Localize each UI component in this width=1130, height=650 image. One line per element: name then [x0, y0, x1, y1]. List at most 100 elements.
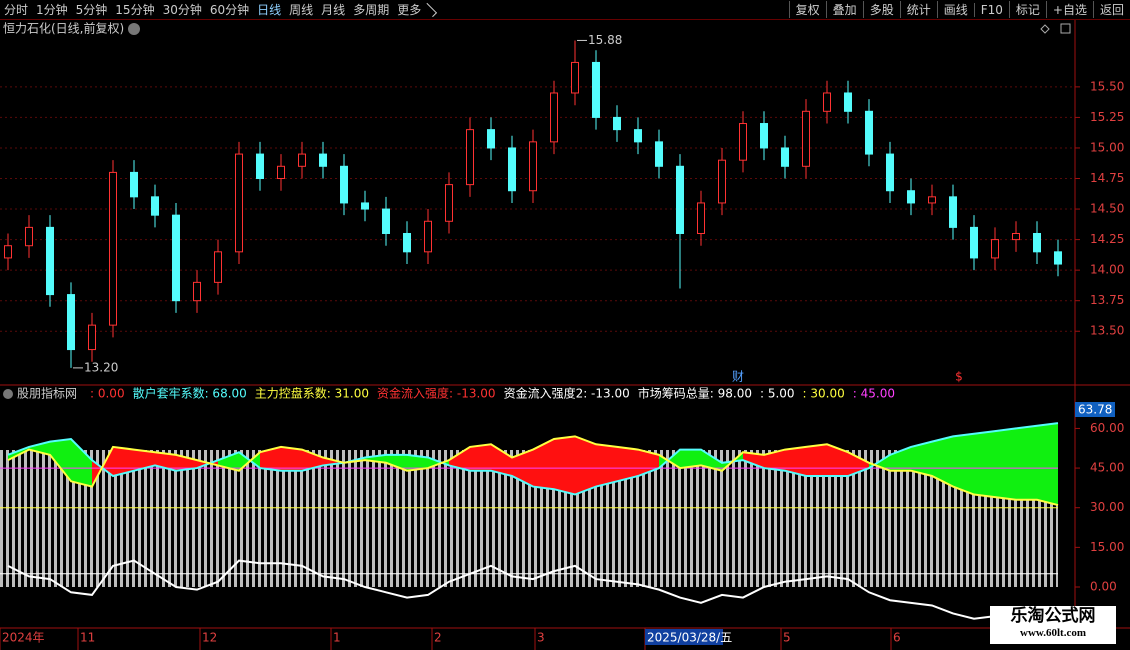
flow-fill — [848, 452, 869, 476]
period-tab[interactable]: 更多 — [397, 3, 422, 17]
y-tick-label: 14.75 — [1090, 171, 1124, 185]
candle-body — [655, 141, 663, 167]
indicator-line — [7, 435, 1059, 507]
x-tick-label: 3 — [537, 631, 545, 645]
candle-body — [550, 92, 558, 143]
period-tab[interactable]: 30分钟 — [162, 3, 202, 17]
flow-fill — [260, 446, 281, 471]
annotation-label: 13.20 — [84, 360, 118, 374]
candle-body — [508, 147, 516, 192]
candle-body — [256, 153, 264, 180]
legend-entry: : 5.00 — [760, 387, 795, 401]
candle-body — [571, 61, 579, 94]
period-tab[interactable]: 周线 — [289, 3, 314, 17]
y-tick-label: 14.00 — [1090, 263, 1124, 277]
candle-body — [25, 226, 33, 247]
watermark-url: www.60lt.com — [1020, 627, 1086, 639]
flow-fill — [806, 444, 827, 476]
y-tick-label: 13.50 — [1090, 324, 1124, 338]
y-tick-label: 0.00 — [1090, 580, 1117, 594]
y-tick-label: 14.50 — [1090, 202, 1124, 216]
candle-body — [424, 220, 432, 253]
candle-body — [445, 184, 453, 222]
action-button[interactable]: 叠加 — [825, 1, 863, 18]
flow-fill — [596, 444, 617, 487]
action-button[interactable]: 画线 — [936, 1, 974, 18]
legend-entry: : 45.00 — [853, 387, 895, 401]
legend-entry: 主力控盘系数: 31.00 — [255, 386, 369, 401]
period-tab[interactable]: 1分钟 — [36, 3, 68, 17]
y-tick-label: 13.75 — [1090, 293, 1124, 307]
candle-body — [172, 214, 180, 302]
action-button[interactable]: 标记 — [1008, 1, 1046, 18]
flow-fill — [386, 454, 407, 471]
flow-fill — [71, 439, 92, 487]
y-tick-label: 15.00 — [1090, 140, 1124, 154]
flow-fill — [470, 444, 491, 471]
period-tab[interactable]: 月线 — [321, 3, 346, 17]
watermark: 乐淘公式网 www.60lt.com — [990, 606, 1116, 644]
flow-fill — [701, 449, 722, 471]
candle-body — [949, 196, 957, 228]
indicator-title: 股朋指标网 — [17, 386, 77, 401]
period-tab[interactable]: 分时 — [4, 3, 29, 17]
action-buttons: 复权 叠加 多股 统计 画线 F10 标记 +自选 返回 — [788, 0, 1130, 19]
last-value-label: 63.78 — [1078, 403, 1112, 417]
candle-body — [676, 165, 684, 234]
flow-fill — [743, 452, 764, 469]
action-button[interactable]: 复权 — [788, 1, 826, 18]
candle-body — [1054, 251, 1062, 265]
period-tab[interactable]: 15分钟 — [115, 3, 155, 17]
candle-body — [214, 251, 222, 283]
x-tick-label: 2 — [434, 631, 442, 645]
period-tab[interactable]: 60分钟 — [209, 3, 250, 17]
candle-body — [130, 171, 138, 198]
main-title: 恒力石化(日线,前复权) — [3, 21, 124, 36]
candle-body — [487, 129, 495, 149]
candle-body — [613, 116, 621, 131]
indicator-menu-icon[interactable] — [3, 389, 13, 399]
diamond-icon[interactable] — [1040, 24, 1050, 34]
legend-entry: 资金流入强度: -13.00 — [377, 386, 496, 401]
candle-body — [466, 129, 474, 186]
flow-fill — [113, 446, 134, 476]
y-tick-label: 60.00 — [1090, 421, 1124, 435]
candle-body — [802, 110, 810, 167]
action-button[interactable]: +自选 — [1045, 1, 1093, 18]
flow-fill — [1037, 423, 1058, 506]
candle-body — [4, 245, 12, 259]
period-tab[interactable]: 多周期 — [353, 3, 390, 17]
flow-fill — [764, 449, 785, 471]
title-menu-icon[interactable] — [128, 23, 140, 35]
candle-body — [928, 196, 936, 204]
action-button[interactable]: 统计 — [899, 1, 937, 18]
x-tick-label: 1 — [333, 631, 341, 645]
period-tabs: 分时 1分钟 5分钟 15分钟 30分钟 60分钟 日线 周线 月线 多周期 更多 — [0, 0, 443, 19]
candle-body — [382, 208, 390, 234]
period-tab[interactable]: 5分钟 — [75, 3, 108, 17]
action-button[interactable]: F10 — [973, 2, 1009, 17]
y-tick-label: 15.25 — [1090, 110, 1124, 124]
candle-body — [109, 171, 117, 326]
candle-body — [844, 92, 852, 112]
candle-body — [865, 110, 873, 155]
flow-fill — [281, 446, 302, 471]
action-button[interactable]: 返回 — [1092, 1, 1130, 18]
period-tab[interactable]: 日线 — [257, 3, 282, 17]
y-tick-label: 15.50 — [1090, 79, 1124, 93]
candle-body — [697, 202, 705, 234]
action-button[interactable]: 多股 — [862, 1, 900, 18]
y-tick-label: 14.25 — [1090, 232, 1124, 246]
candle-body — [529, 141, 537, 192]
event-marker: 财 — [732, 370, 744, 384]
candle-body — [1012, 232, 1020, 241]
candle-body — [235, 153, 243, 253]
last-value-box — [1075, 402, 1115, 417]
y-tick-label: 45.00 — [1090, 461, 1124, 475]
flow-fill — [785, 446, 806, 476]
window-icon[interactable] — [1060, 23, 1071, 34]
y-tick-label: 15.00 — [1090, 540, 1124, 554]
flow-fill — [449, 446, 470, 471]
